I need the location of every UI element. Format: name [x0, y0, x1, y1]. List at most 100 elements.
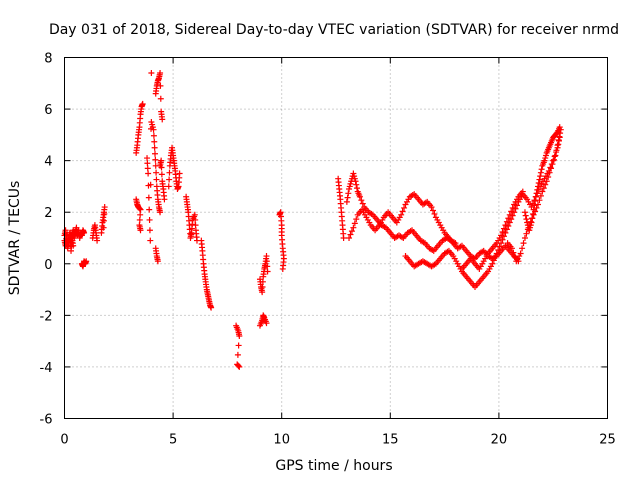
data-point [499, 228, 506, 235]
y-tick-label: -4 [40, 361, 53, 376]
y-tick-label: -2 [40, 309, 53, 324]
data-point [139, 100, 146, 107]
data-point [493, 250, 500, 257]
data-point [347, 231, 354, 238]
y-tick-label: 8 [44, 52, 52, 67]
data-point [264, 268, 271, 275]
data-point [100, 217, 107, 224]
data-point [144, 160, 151, 167]
data-point [340, 235, 347, 241]
data-point [263, 258, 270, 265]
data-point [500, 233, 507, 240]
data-point [492, 253, 499, 260]
data-point [500, 225, 507, 232]
data-point [529, 210, 536, 217]
data-point [503, 218, 510, 225]
data-point [158, 164, 165, 171]
data-point [359, 200, 366, 207]
data-point [145, 170, 152, 177]
data-point [165, 183, 172, 190]
data-point [137, 206, 144, 213]
data-point [529, 215, 536, 222]
data-point [430, 207, 437, 214]
data-point [159, 116, 166, 123]
data-point [151, 138, 158, 145]
data-point [158, 157, 165, 164]
data-point [101, 210, 108, 217]
data-point [520, 240, 527, 247]
data-point [259, 278, 266, 285]
data-point [506, 219, 513, 226]
data-point [521, 235, 528, 241]
data-point [538, 166, 545, 173]
data-point [263, 320, 270, 327]
data-point [519, 245, 526, 252]
data-point [535, 179, 542, 186]
data-point [157, 69, 164, 76]
data-point [496, 243, 503, 250]
data-point [545, 173, 552, 180]
data-point [259, 283, 266, 290]
data-point [556, 133, 563, 140]
data-point [532, 198, 539, 205]
data-point [534, 186, 541, 193]
data-point [522, 212, 529, 219]
data-point [137, 211, 144, 218]
data-point [536, 176, 543, 183]
data-point [83, 258, 90, 265]
y-tick-label: 0 [44, 258, 52, 273]
y-axis-label: SDTVAR / TECUs [7, 181, 23, 296]
data-point [502, 229, 509, 236]
data-point [343, 198, 350, 205]
data-point [263, 253, 270, 260]
data-point [532, 193, 539, 200]
data-point [154, 258, 161, 265]
data-point [353, 181, 360, 188]
data-point [553, 147, 560, 154]
y-tick-label: -6 [40, 413, 53, 428]
data-point [537, 173, 544, 180]
data-point [555, 137, 562, 144]
data-point [358, 197, 365, 204]
data-point [146, 227, 153, 234]
data-point [94, 237, 101, 244]
data-point [157, 209, 164, 216]
data-point [153, 169, 160, 176]
data-point [264, 263, 271, 270]
data-point [148, 69, 155, 76]
data-point [136, 216, 143, 223]
data-point [490, 257, 497, 264]
data-point [192, 222, 199, 229]
data-points [61, 69, 564, 370]
data-point [543, 178, 550, 185]
data-point [157, 82, 164, 89]
data-point [147, 237, 154, 244]
data-point [401, 204, 408, 211]
data-point [519, 188, 526, 195]
y-tick-label: 4 [44, 155, 52, 170]
data-point [144, 165, 151, 172]
data-point [537, 169, 544, 176]
data-point [176, 170, 183, 177]
data-point [81, 229, 88, 236]
data-point [356, 193, 363, 200]
data-point [530, 206, 537, 213]
y-tick-label: 6 [44, 103, 52, 118]
data-point [533, 190, 540, 197]
data-point [144, 155, 151, 162]
x-tick-label: 15 [382, 433, 399, 448]
data-point [236, 363, 243, 370]
data-point [235, 363, 242, 370]
data-point [137, 227, 144, 234]
data-point [489, 260, 496, 267]
data-point [350, 224, 357, 231]
data-point [546, 169, 553, 176]
plot-frame [64, 57, 608, 419]
data-point [534, 201, 541, 208]
data-point [398, 211, 405, 218]
data-point [550, 157, 557, 164]
data-point [153, 176, 160, 183]
data-point [528, 219, 535, 226]
data-point [550, 156, 557, 163]
data-point [508, 245, 515, 252]
